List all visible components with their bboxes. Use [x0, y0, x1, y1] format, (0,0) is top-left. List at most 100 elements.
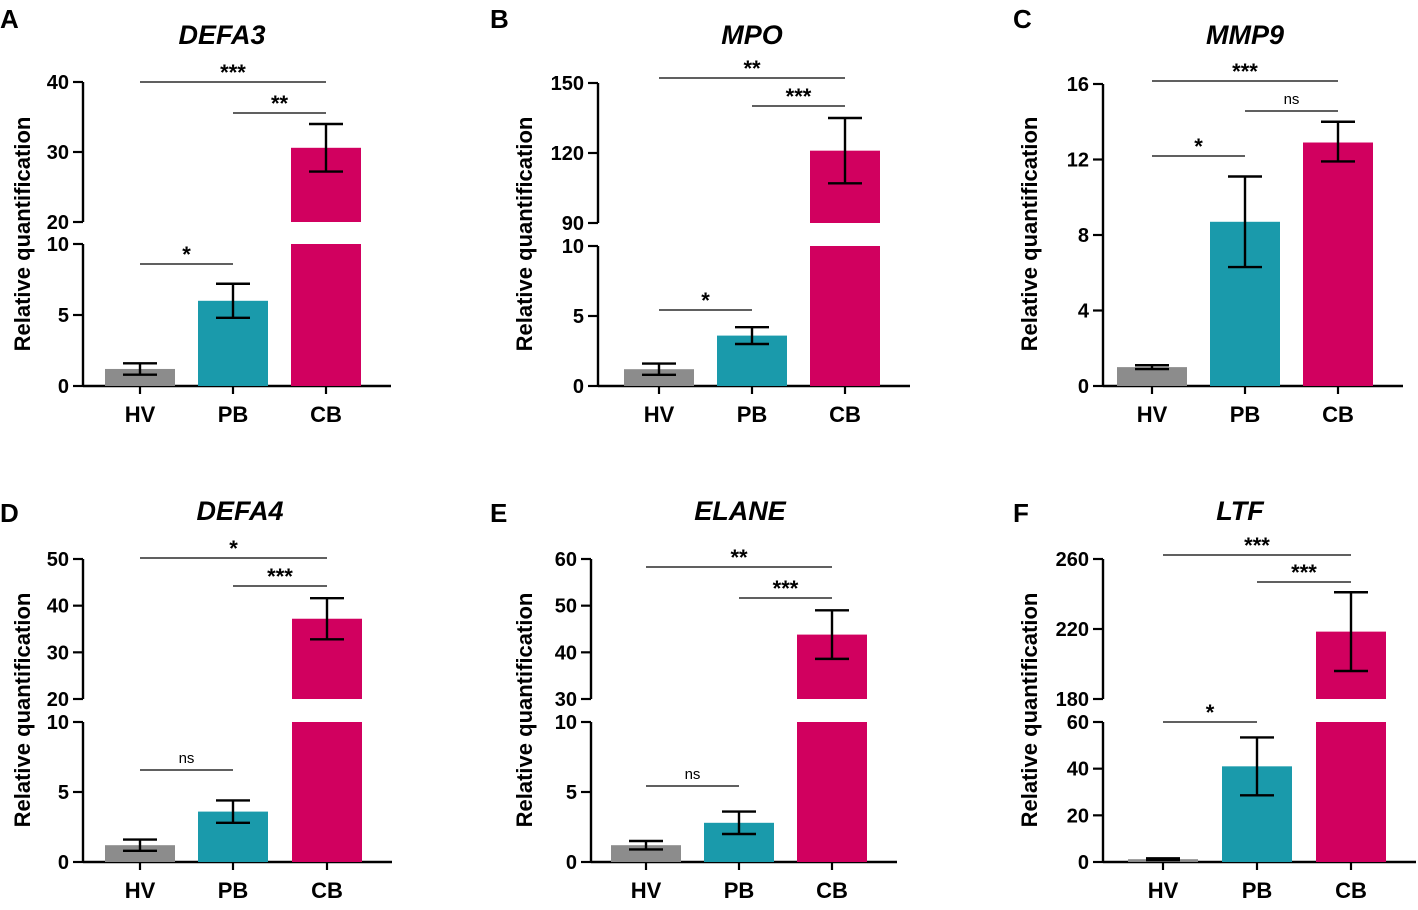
significance-label: ***: [1244, 533, 1270, 558]
chart-title: ELANE: [694, 496, 786, 526]
y-tick-label: 20: [47, 212, 69, 234]
x-tick-label: CB: [1335, 878, 1367, 903]
y-tick-label: 0: [58, 376, 69, 398]
y-axis-label: Relative quantification: [10, 593, 35, 828]
y-tick-label: 10: [47, 712, 69, 734]
y-tick-label: 5: [573, 306, 584, 328]
y-tick-label: 20: [47, 689, 69, 711]
panel-label: F: [1013, 498, 1029, 528]
y-tick-label: 40: [1067, 759, 1089, 781]
x-tick-label: HV: [631, 878, 662, 903]
y-tick-label: 60: [555, 549, 577, 571]
significance-label: ns: [1284, 91, 1300, 108]
y-tick-label: 90: [562, 213, 584, 235]
significance-label: **: [743, 56, 761, 81]
y-tick-label: 10: [47, 234, 69, 256]
y-tick-label: 50: [47, 549, 69, 571]
bar-hv: [611, 845, 681, 862]
y-tick-label: 0: [573, 376, 584, 398]
y-tick-label: 5: [566, 782, 577, 804]
significance-label: ***: [773, 576, 799, 601]
significance-label: ***: [220, 60, 246, 85]
x-tick-label: CB: [310, 402, 342, 427]
bar-hv: [105, 845, 175, 862]
x-tick-label: HV: [644, 402, 675, 427]
y-tick-label: 0: [58, 852, 69, 874]
x-tick-label: CB: [1322, 402, 1354, 427]
significance-label: ns: [685, 766, 701, 783]
bar-cb-lower: [291, 244, 361, 386]
bar-cb: [1303, 142, 1373, 386]
significance-label: *: [701, 288, 710, 313]
bar-hv: [1117, 367, 1187, 386]
y-tick-label: 0: [1078, 376, 1089, 398]
x-tick-label: CB: [816, 878, 848, 903]
panel-label: E: [490, 498, 507, 528]
y-tick-label: 30: [47, 642, 69, 664]
x-tick-label: HV: [125, 402, 156, 427]
y-tick-label: 150: [551, 73, 584, 95]
x-tick-label: PB: [737, 402, 768, 427]
y-tick-label: 40: [555, 642, 577, 664]
x-tick-label: PB: [218, 402, 249, 427]
x-tick-label: CB: [311, 878, 343, 903]
y-tick-label: 20: [1067, 805, 1089, 827]
significance-label: *: [182, 242, 191, 267]
y-tick-label: 0: [566, 852, 577, 874]
y-axis-label: Relative quantification: [512, 117, 537, 352]
significance-label: ***: [1232, 59, 1258, 84]
y-tick-label: 8: [1078, 225, 1089, 247]
chart-title: MMP9: [1206, 20, 1284, 50]
x-tick-label: HV: [1137, 402, 1168, 427]
panel-label: A: [0, 4, 19, 34]
x-tick-label: PB: [1230, 402, 1261, 427]
bar-cb-lower: [292, 722, 362, 862]
bar-hv: [624, 369, 694, 386]
x-tick-label: PB: [724, 878, 755, 903]
y-tick-label: 50: [555, 596, 577, 618]
bar-cb-lower: [1316, 722, 1386, 862]
panel-C: C MMP9 Relative quantification 0 4 8 12 16 HV PB C…: [1013, 4, 1403, 427]
y-tick-label: 40: [47, 72, 69, 94]
significance-label: ns: [179, 750, 195, 767]
x-tick-label: HV: [1148, 878, 1179, 903]
x-tick-label: PB: [1242, 878, 1273, 903]
y-tick-label: 5: [58, 782, 69, 804]
significance-label: **: [271, 91, 289, 116]
x-tick-label: HV: [125, 878, 156, 903]
significance-label: *: [1206, 700, 1215, 725]
significance-label: ***: [786, 84, 812, 109]
chart-title: DEFA3: [178, 20, 265, 50]
y-tick-label: 12: [1067, 150, 1089, 172]
bar-hv: [105, 368, 175, 386]
y-tick-label: 16: [1067, 74, 1089, 96]
bar-cb-lower: [810, 246, 880, 386]
y-tick-label: 10: [555, 712, 577, 734]
chart-title: LTF: [1216, 496, 1265, 526]
y-axis-label: Relative quantification: [1017, 117, 1042, 352]
y-tick-label: 40: [47, 596, 69, 618]
chart-title: MPO: [721, 20, 783, 50]
y-tick-label: 5: [58, 305, 69, 327]
y-tick-label: 30: [47, 142, 69, 164]
y-tick-label: 260: [1056, 549, 1089, 571]
significance-label: ***: [1291, 560, 1317, 585]
panel-label: D: [0, 498, 19, 528]
y-axis-label: Relative quantification: [10, 117, 35, 352]
y-tick-label: 60: [1067, 712, 1089, 734]
y-axis-label: Relative quantification: [1017, 593, 1042, 828]
chart-title: DEFA4: [196, 496, 283, 526]
y-axis-label: Relative quantification: [512, 593, 537, 828]
significance-label: *: [229, 536, 238, 561]
significance-label: **: [730, 545, 748, 570]
panel-label: C: [1013, 4, 1032, 34]
y-tick-label: 180: [1056, 689, 1089, 711]
y-tick-label: 120: [551, 143, 584, 165]
y-tick-label: 30: [555, 689, 577, 711]
